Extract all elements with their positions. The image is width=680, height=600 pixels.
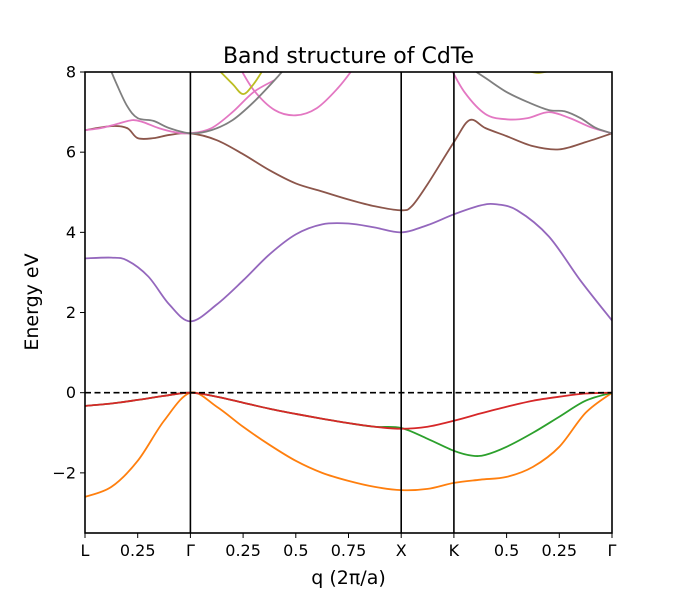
x-tick-label-1: L (81, 541, 90, 560)
x-tick-label-10: 0.25 (541, 541, 577, 560)
band-line-1 (85, 391, 612, 498)
x-tick-label-7: X (396, 541, 407, 560)
chart-title: Band structure of CdTe (223, 44, 474, 69)
x-ticks: L 0.25 Γ 0.25 0.5 0.75 X K 0.5 0.25 Γ (81, 533, 617, 560)
y-tick-label-2: 0 (66, 383, 76, 402)
high-symmetry-lines (189, 72, 455, 533)
y-tick-label-5: 6 (66, 143, 76, 162)
y-axis-label: Energy eV (21, 253, 43, 350)
band-line-7 (241, 72, 352, 117)
x-tick-label-6: 0.75 (331, 541, 367, 560)
y-ticks: −2 0 2 4 6 8 (52, 63, 85, 482)
band-line-8 (451, 72, 612, 135)
x-tick-label-2: 0.25 (120, 541, 156, 560)
y-tick-label-4: 4 (66, 223, 76, 242)
x-tick-label-4: 0.25 (225, 541, 261, 560)
x-tick-label-3: Γ (186, 541, 195, 560)
band-line-5 (85, 118, 612, 212)
y-tick-label-3: 2 (66, 303, 76, 322)
plot-frame (84, 71, 613, 534)
band-line-3 (85, 391, 612, 430)
band-line-6 (85, 79, 276, 135)
band-line-11 (219, 72, 263, 95)
band-line-4 (85, 202, 612, 323)
x-tick-label-11: Γ (608, 541, 617, 560)
y-tick-label-1: −2 (52, 463, 76, 482)
band-line-10 (474, 72, 612, 135)
x-tick-label-5: 0.5 (283, 541, 308, 560)
band-line-9 (110, 72, 284, 135)
band-line-2 (85, 391, 612, 457)
x-tick-label-8: K (449, 541, 460, 560)
x-axis-label: q (2π/a) (311, 567, 386, 589)
band-series (85, 72, 612, 498)
x-tick-label-9: 0.5 (494, 541, 519, 560)
y-tick-label-6: 8 (66, 63, 76, 82)
